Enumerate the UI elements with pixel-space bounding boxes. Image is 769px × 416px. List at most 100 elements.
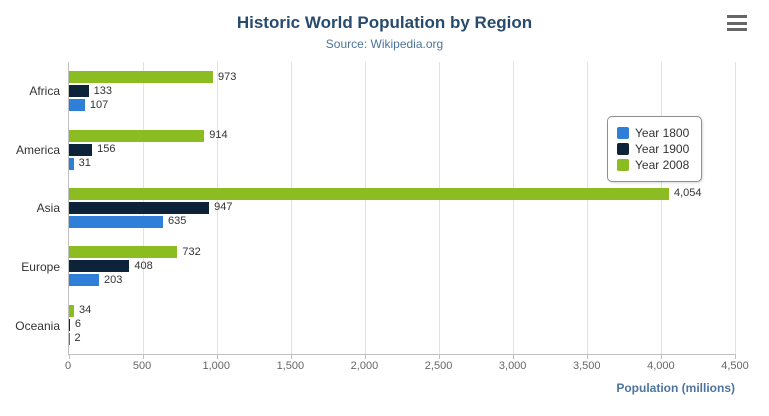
bar-america-year-2008[interactable] (69, 129, 205, 142)
tick-mark (142, 354, 144, 359)
tick-mark (364, 354, 366, 359)
bar-europe-year-2008[interactable] (69, 246, 178, 259)
legend-item-year-1900[interactable]: Year 1900 (617, 141, 689, 157)
bar-oceania-year-1800[interactable] (69, 332, 70, 345)
bar-africa-year-1800[interactable] (69, 99, 85, 112)
bar-data-label: 4,054 (673, 187, 702, 200)
bar-group-europe: 732 408 203 (69, 237, 735, 295)
bar-row: 973 (69, 70, 735, 84)
category-axis-labels: Africa America Asia Europe Oceania (0, 62, 60, 355)
bar-america-year-1900[interactable] (69, 143, 93, 156)
legend-item-year-1800[interactable]: Year 1800 (617, 125, 689, 141)
bar-row: 107 (69, 98, 735, 112)
category-label-africa: Africa (29, 84, 60, 99)
bar-groups: 973 133 107 914 156 31 4,054 947 635 732 408 203 34 6… (69, 62, 735, 354)
value-axis-tick-label: 1,000 (202, 360, 230, 372)
bar-asia-year-1900[interactable] (69, 201, 210, 214)
hamburger-menu-icon[interactable] (727, 15, 747, 31)
tick-mark (660, 354, 662, 359)
hamburger-line (727, 28, 747, 31)
value-axis-tick-label: 2,500 (424, 360, 453, 372)
value-axis-tick-label: 4,500 (721, 360, 749, 372)
bar-data-label: 732 (182, 245, 201, 258)
tick-mark (291, 354, 292, 359)
bar-row: 947 (69, 201, 735, 214)
hamburger-line (727, 15, 747, 18)
bar-data-label: 203 (104, 273, 123, 286)
gridline (439, 62, 440, 354)
bar-data-label: 914 (209, 129, 228, 142)
bar-row: 34 (69, 304, 735, 317)
value-axis-labels: 0 500 1,000 1,500 2,000 2,500 3,000 3,500 4,000 4… (64, 360, 749, 374)
bar-data-label: 2 (74, 332, 81, 345)
bar-row: 156 (69, 143, 735, 156)
bar-row: 2 (69, 332, 735, 345)
bar-group-america: 914 156 31 (69, 120, 735, 178)
hamburger-line (727, 21, 747, 25)
tick-mark (587, 354, 588, 359)
value-axis-tick-label: 4,000 (647, 360, 675, 372)
bar-asia-year-2008[interactable] (69, 187, 669, 200)
tick-mark (735, 354, 736, 359)
gridline (291, 62, 292, 354)
bar-asia-year-1800[interactable] (69, 215, 163, 228)
legend-label: Year 2008 (635, 158, 690, 172)
category-label-europe: Europe (21, 260, 60, 275)
tick-mark (69, 354, 70, 359)
legend-swatch-icon (617, 127, 629, 139)
gridline (216, 62, 218, 354)
value-axis-tick-label: 1,500 (276, 360, 305, 372)
bar-row: 133 (69, 84, 735, 98)
legend-item-year-2008[interactable]: Year 2008 (617, 157, 689, 173)
plot-area: 973 133 107 914 156 31 4,054 947 635 732 408 203 34 6… (68, 62, 736, 359)
tick-mark (216, 354, 218, 359)
category-label-asia: Asia (36, 201, 60, 216)
x-axis-title: Population (millions) (616, 381, 735, 395)
bar-data-label: 973 (218, 70, 237, 83)
value-axis-tick-label: 3,500 (573, 360, 601, 372)
bar-data-label: 947 (214, 201, 233, 214)
gridline (735, 62, 736, 354)
value-axis-tick-label: 0 (64, 360, 72, 372)
bar-row: 203 (69, 273, 735, 287)
bar-data-label: 635 (167, 215, 187, 228)
bar-data-label: 31 (78, 157, 91, 170)
value-axis-tick-label: 3,000 (498, 360, 527, 372)
bar-row: 31 (69, 157, 735, 170)
gridline (660, 62, 662, 354)
bar-oceania-year-2008[interactable] (69, 304, 75, 317)
bar-data-label: 408 (134, 259, 153, 272)
legend-swatch-icon (617, 143, 629, 155)
bar-africa-year-1900[interactable] (69, 85, 89, 98)
bar-row: 732 (69, 245, 735, 259)
legend: Year 1800 Year 1900 Year 2008 (607, 116, 703, 182)
bar-data-label: 156 (97, 143, 116, 156)
bar-row: 408 (69, 259, 735, 273)
bar-europe-year-1900[interactable] (69, 260, 130, 273)
tick-mark (513, 354, 514, 359)
bar-group-oceania: 34 6 2 (69, 296, 735, 354)
legend-label: Year 1900 (635, 142, 690, 156)
legend-swatch-icon (617, 159, 629, 171)
bar-row: 4,054 (69, 187, 735, 200)
bar-group-asia: 4,054 947 635 (69, 179, 735, 237)
bar-oceania-year-1900[interactable] (69, 318, 70, 331)
value-axis-tick-label: 2,000 (350, 360, 379, 372)
bar-europe-year-1800[interactable] (69, 274, 100, 287)
bar-row: 635 (69, 215, 735, 228)
category-label-america: America (15, 142, 60, 157)
chart-title: Historic World Population by Region (236, 13, 533, 32)
value-axis-tick-label: 500 (132, 360, 152, 372)
bar-america-year-1800[interactable] (69, 157, 74, 170)
bar-data-label: 34 (79, 304, 92, 317)
bar-row: 6 (69, 318, 735, 331)
bar-data-label: 107 (89, 98, 109, 111)
category-label-oceania: Oceania (15, 318, 60, 333)
gridline (513, 62, 514, 354)
tick-mark (439, 354, 440, 359)
bar-row: 914 (69, 129, 735, 142)
bar-africa-year-2008[interactable] (69, 71, 213, 84)
bar-data-label: 133 (93, 84, 113, 97)
legend-label: Year 1800 (635, 126, 690, 140)
